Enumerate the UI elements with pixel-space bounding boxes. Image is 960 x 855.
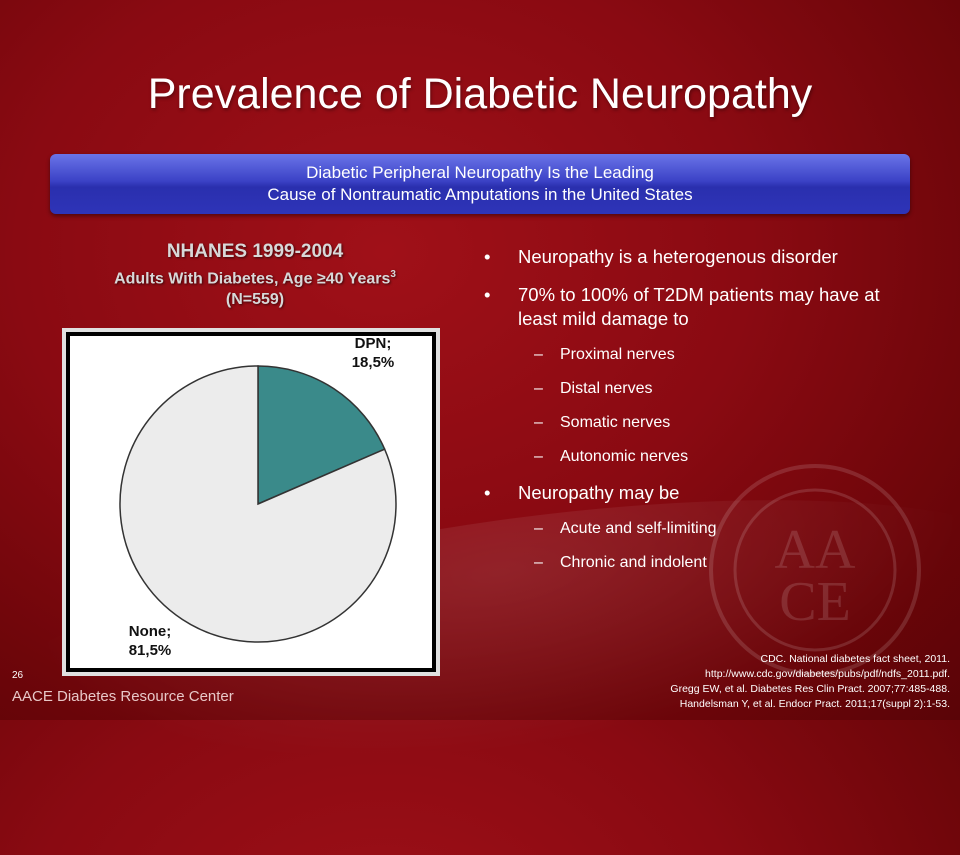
sub-bullet-item: Acute and self-limiting xyxy=(478,519,918,539)
sub-bullet-item: Distal nerves xyxy=(478,379,918,399)
chart-heading-study: NHANES 1999-2004 xyxy=(166,241,344,262)
references: CDC. National diabetes fact sheet, 2011.… xyxy=(530,652,950,712)
pie-chart: DPN; 18,5% None; 81,5% xyxy=(70,335,432,668)
sub-bullet-item: Autonomic nerves xyxy=(478,447,918,467)
sub-bullet-item: Somatic nerves xyxy=(478,413,918,433)
chart-heading-citation: 3 xyxy=(390,269,396,280)
reference-line: http://www.cdc.gov/diabetes/pubs/pdf/ndf… xyxy=(705,668,950,680)
banner-line-1: Diabetic Peripheral Neuropathy Is the Le… xyxy=(306,163,654,182)
bullet-item: 70% to 100% of T2DM patients may have at… xyxy=(478,283,918,331)
reference-line: Gregg EW, et al. Diabetes Res Clin Pract… xyxy=(670,683,950,695)
reference-line: Handelsman Y, et al. Endocr Pract. 2011;… xyxy=(679,698,950,710)
slide-number: 26 xyxy=(12,670,24,681)
chart-heading: NHANES 1999-2004 Adults With Diabetes, A… xyxy=(55,240,455,310)
sub-bullet-item: Chronic and indolent xyxy=(478,553,918,573)
chart-heading-population-text: Adults With Diabetes, Age ≥40 Years xyxy=(114,270,391,288)
chart-heading-population: Adults With Diabetes, Age ≥40 Years3 xyxy=(55,264,455,289)
pie-slice-dpn xyxy=(257,365,386,506)
data-label-dpn: DPN; 18,5% xyxy=(352,335,395,371)
chart-heading-n: (N=559) xyxy=(225,291,285,309)
bullet-item: Neuropathy is a heterogenous disorder xyxy=(478,245,918,269)
footer-brand: AACE Diabetes Resource Center xyxy=(12,688,234,705)
bullet-list: Neuropathy is a heterogenous disorder 70%… xyxy=(478,245,918,587)
sub-bullet-item: Proximal nerves xyxy=(478,345,918,365)
banner-line-2: Cause of Nontraumatic Amputations in the… xyxy=(267,185,693,204)
data-label-none: None; 81,5% xyxy=(129,623,172,659)
pie-chart-frame: DPN; 18,5% None; 81,5% xyxy=(62,328,440,676)
banner: Diabetic Peripheral Neuropathy Is the Le… xyxy=(50,154,910,214)
slide-title: Prevalence of Diabetic Neuropathy xyxy=(147,70,813,118)
pie-slice-none xyxy=(119,365,397,643)
reference-line: CDC. National diabetes fact sheet, 2011. xyxy=(760,653,951,665)
bullet-item: Neuropathy may be xyxy=(478,481,918,505)
svg-text:CE: CE xyxy=(779,571,851,633)
